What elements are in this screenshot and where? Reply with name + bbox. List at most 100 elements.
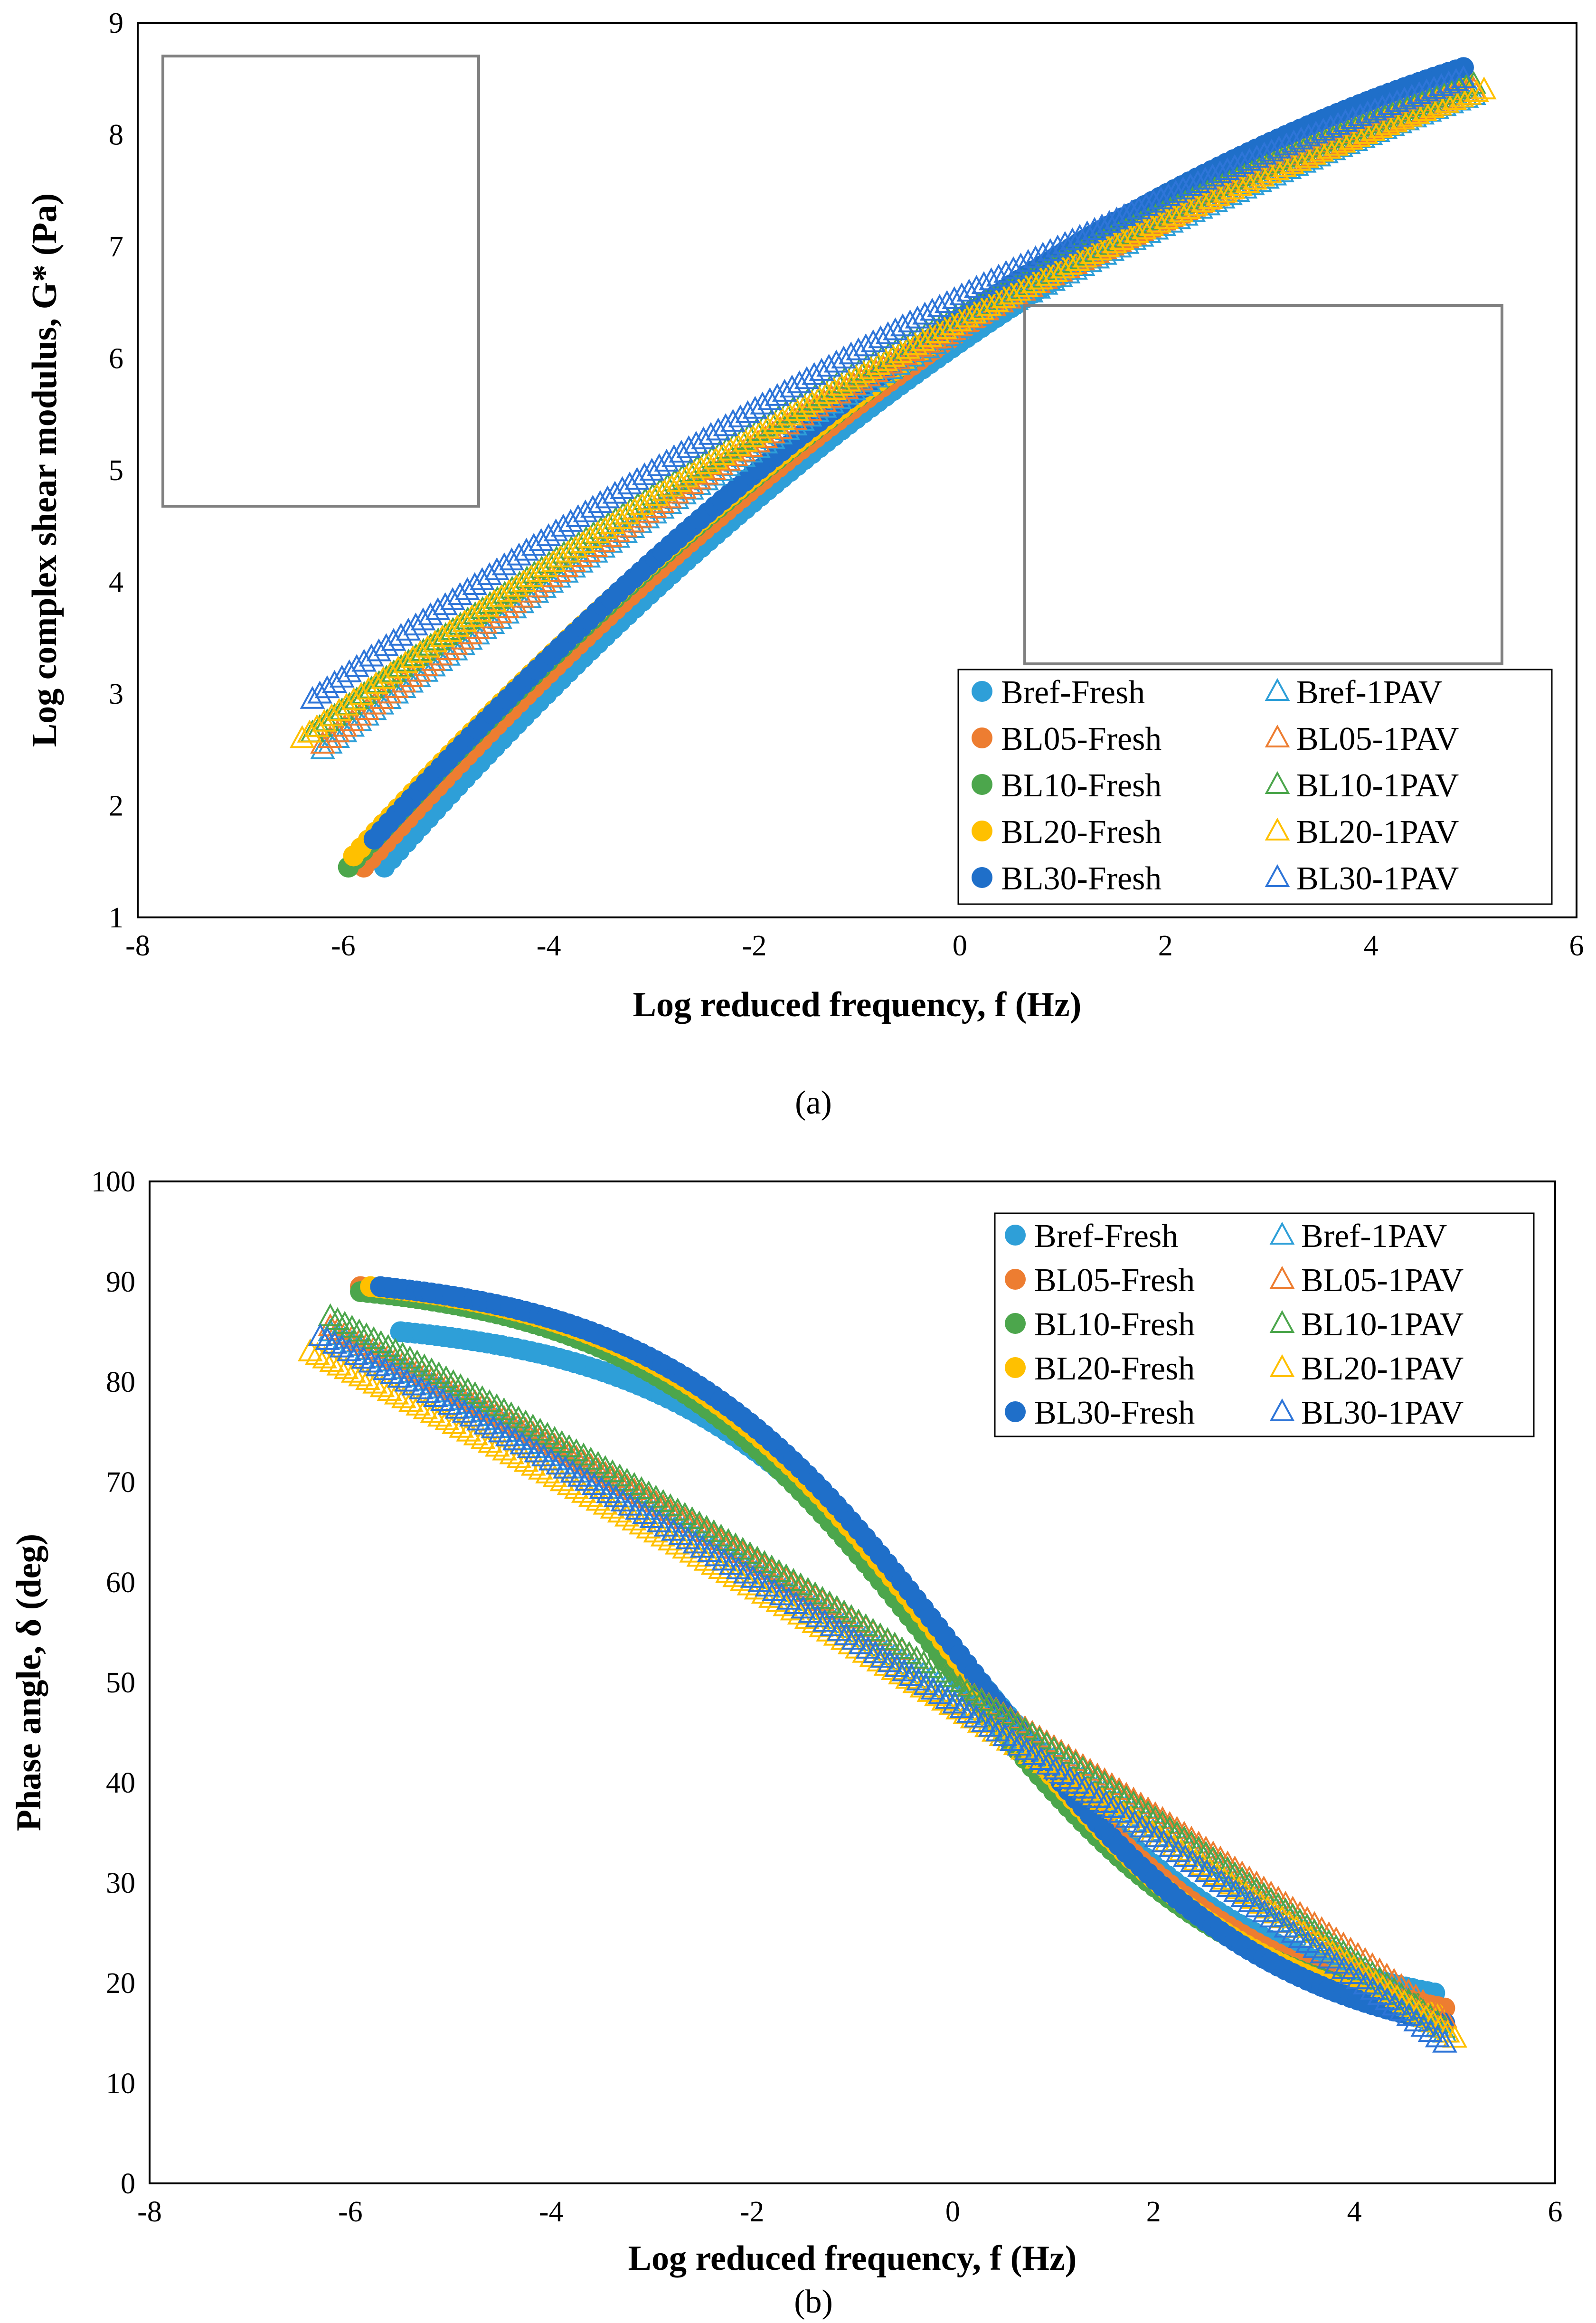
data-point — [812, 1609, 838, 1632]
data-point — [325, 1307, 350, 1330]
data-point — [336, 1338, 362, 1361]
x-axis-title-a: Log reduced frequency, f (Hz) — [633, 985, 1082, 1024]
data-point — [898, 1663, 924, 1686]
data-point — [798, 1600, 823, 1623]
x-tick-label: 0 — [953, 930, 967, 962]
data-point — [441, 1369, 466, 1392]
data-point — [387, 1365, 412, 1388]
data-point — [639, 1505, 665, 1529]
data-point — [766, 1561, 792, 1585]
y-tick-label: 8 — [109, 119, 123, 151]
data-point — [661, 1518, 686, 1541]
data-point — [488, 1419, 513, 1443]
legend-marker-bref-fresh — [972, 681, 992, 702]
data-point — [759, 1557, 784, 1580]
series-bl30-1pav — [308, 1323, 1457, 2053]
y-tick-label: 5 — [109, 454, 123, 487]
data-point — [658, 1493, 683, 1516]
x-tick-label: -4 — [539, 2196, 564, 2228]
legend-marker-bl20-1pav — [1265, 817, 1290, 840]
data-point — [1007, 1732, 1032, 1756]
data-point — [318, 1303, 343, 1326]
data-point — [448, 1373, 473, 1397]
data-point — [971, 1709, 996, 1732]
legend-marker-bl10-fresh — [1005, 1313, 1026, 1334]
data-point — [535, 1422, 560, 1445]
x-tick-label: 0 — [945, 2196, 960, 2228]
data-point — [947, 1673, 973, 1697]
y-tick-label: 6 — [109, 343, 123, 375]
x-tick-label: -6 — [331, 930, 356, 962]
data-point — [434, 1365, 459, 1388]
data-point — [911, 1650, 936, 1673]
legend-label-bl10-1pav: BL10-1PAV — [1296, 767, 1459, 804]
legend-marker-bl20-fresh — [1005, 1357, 1026, 1378]
data-point — [358, 1350, 384, 1373]
x-tick-label: 6 — [1548, 2196, 1563, 2228]
y-tick-label: 70 — [106, 1466, 135, 1499]
data-point — [841, 1626, 867, 1650]
data-point — [401, 1372, 427, 1396]
data-point — [781, 1570, 806, 1594]
data-points-b — [297, 1276, 1467, 2053]
data-point — [517, 1435, 542, 1459]
data-point — [398, 1388, 424, 1412]
x-tick-label: 2 — [1146, 2196, 1161, 2228]
data-point — [624, 1497, 650, 1520]
chart-a: -8 -6 -4 -2 0 2 4 6 1 2 3 4 5 6 7 8 9 Bref-Fresh BL05-Fre… — [25, 7, 1584, 1121]
legend-label-bl30-1pav: BL30-1PAV — [1296, 860, 1459, 897]
data-point — [737, 1541, 763, 1564]
data-point — [315, 1327, 340, 1350]
data-point — [420, 1400, 445, 1423]
data-point — [774, 1566, 799, 1589]
data-point — [571, 1480, 596, 1503]
data-point — [586, 1488, 611, 1511]
data-point — [718, 1552, 744, 1575]
data-point — [603, 1484, 629, 1508]
legend-label-bl10-fresh: BL10-Fresh — [1001, 767, 1162, 804]
data-point — [391, 1385, 416, 1408]
data-point — [774, 1563, 799, 1586]
plot-area-b — [149, 1180, 1556, 2184]
data-point — [470, 1385, 495, 1408]
data-point — [376, 1334, 401, 1357]
data-point — [834, 1622, 859, 1645]
data-point — [506, 1405, 531, 1428]
data-point — [600, 1459, 625, 1483]
data-point — [875, 1627, 900, 1650]
y-tick-label: 10 — [106, 2068, 135, 2100]
data-point — [687, 1511, 712, 1534]
data-point — [942, 1690, 967, 1714]
data-point — [870, 1644, 895, 1668]
data-point — [513, 1409, 538, 1433]
data-point — [491, 1397, 517, 1420]
data-point — [882, 1632, 907, 1655]
plot-area-a — [137, 22, 1577, 918]
data-point — [704, 1543, 729, 1567]
data-point — [1082, 1782, 1107, 1805]
data-point — [689, 1535, 715, 1558]
data-point — [466, 1407, 491, 1431]
data-point — [1053, 1764, 1079, 1787]
legend-label-bl05-1pav: BL05-1PAV — [1301, 1262, 1464, 1299]
data-point — [1024, 1746, 1050, 1769]
data-point — [918, 1655, 944, 1678]
data-point — [502, 1427, 528, 1451]
data-point — [805, 1604, 831, 1627]
data-point — [542, 1464, 568, 1488]
data-point — [329, 1334, 355, 1358]
x-tick-label: -8 — [137, 2196, 162, 2228]
y-tick-label: 100 — [91, 1166, 135, 1198]
data-point — [549, 1430, 575, 1453]
data-point — [297, 1338, 323, 1361]
y-tick-label: 80 — [106, 1366, 135, 1398]
data-point — [369, 1374, 395, 1398]
data-point — [610, 1488, 636, 1511]
legend-marker-bl20-1pav — [1269, 1354, 1295, 1377]
data-point — [484, 1393, 510, 1416]
data-point — [600, 1495, 625, 1519]
data-point — [862, 1640, 888, 1663]
data-point — [927, 1681, 953, 1704]
data-point — [694, 1515, 719, 1538]
